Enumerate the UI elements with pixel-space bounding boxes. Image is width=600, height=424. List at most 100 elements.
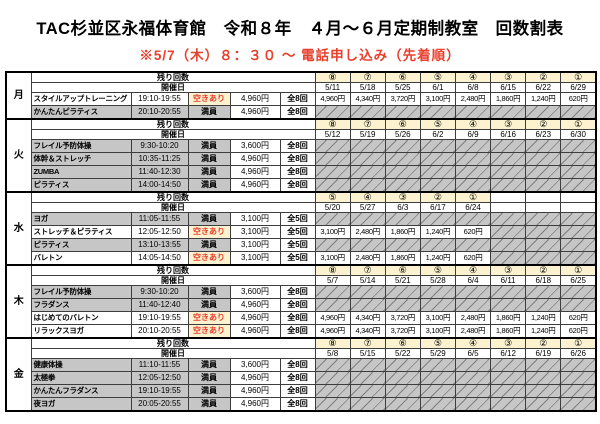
session-number-cell: ④ bbox=[454, 264, 492, 276]
remaining-price-cell: 3,100円 bbox=[314, 251, 351, 266]
sessions-cell: 全8回 bbox=[279, 152, 316, 166]
closed-cell bbox=[419, 285, 456, 299]
class-row: ピラティス 14:00-14:50 満員 4,960円 全8回 bbox=[6, 178, 597, 193]
session-number-cell: ③ bbox=[490, 71, 527, 83]
schedule-date-row: 開催日 5/11 5/18 5/25 6/1 6/8 6/15 6/22 6/29 bbox=[6, 82, 597, 93]
class-name-cell: ZUMBA bbox=[30, 165, 132, 179]
remaining-count-label: 残り回数 bbox=[30, 264, 316, 276]
session-number-cell: ④ bbox=[454, 337, 492, 349]
closed-cell bbox=[349, 178, 386, 193]
closed-cell bbox=[454, 285, 492, 299]
sessions-cell: 全8回 bbox=[279, 397, 316, 412]
status-cell: 満員 bbox=[187, 178, 231, 193]
remaining-count-row: 木残り回数 ⑧ ⑦ ⑥ ⑤ ④ ③ ② ① bbox=[5, 264, 597, 339]
session-number-cell bbox=[490, 191, 527, 203]
session-number-cell: ⑥ bbox=[384, 264, 421, 276]
closed-cell bbox=[314, 139, 351, 153]
closed-cell bbox=[349, 238, 386, 252]
remaining-count-label: 残り回数 bbox=[30, 118, 316, 130]
class-name-cell: 体幹＆ストレッチ bbox=[30, 152, 132, 166]
day-label: 月 bbox=[5, 71, 32, 120]
session-number-cell: ⑦ bbox=[349, 264, 386, 276]
closed-cell bbox=[384, 371, 421, 385]
closed-cell bbox=[490, 397, 527, 412]
class-row: リラックスヨガ 20:10-20:55 空きあり 4,960円 全8回 4,960円 4,3… bbox=[6, 324, 597, 339]
closed-cell bbox=[490, 212, 527, 226]
class-row: フラダンス 11:40-12:40 満員 4,960円 全8回 bbox=[6, 298, 597, 312]
class-name-cell: ピラティス bbox=[30, 238, 132, 252]
closed-cell bbox=[454, 178, 492, 193]
session-number-cell: ② bbox=[525, 337, 562, 349]
class-time-cell: 11:05-11:55 bbox=[130, 212, 189, 226]
status-cell: 満員 bbox=[187, 358, 231, 372]
price-cell: 4,960円 bbox=[229, 165, 281, 179]
session-number-cell: ⑦ bbox=[349, 337, 386, 349]
closed-cell bbox=[419, 397, 456, 412]
class-time-cell: 11:40-12:30 bbox=[130, 165, 189, 179]
class-name-cell: ピラティス bbox=[30, 178, 132, 193]
class-name-cell: 太極拳 bbox=[30, 371, 132, 385]
class-time-cell: 11:10-11:55 bbox=[130, 358, 189, 372]
closed-cell bbox=[314, 397, 351, 412]
session-number-cell: ⑧ bbox=[314, 118, 351, 130]
date-cell: 6/5 bbox=[454, 348, 492, 359]
remaining-price-cell: 1,860円 bbox=[384, 225, 421, 239]
date-cell bbox=[490, 202, 527, 213]
status-cell: 満員 bbox=[187, 371, 231, 385]
class-name-cell: はじめてのバレトン bbox=[30, 311, 132, 325]
remaining-price-cell: 1,240円 bbox=[525, 92, 562, 106]
date-cell: 6/19 bbox=[525, 348, 562, 359]
session-number-cell: ④ bbox=[349, 191, 386, 203]
sessions-cell: 全8回 bbox=[279, 384, 316, 398]
document-title: TAC杉並区永福体育館 令和８年 ４月～６月定期制教室 回数割表 bbox=[36, 20, 564, 38]
remaining-count-row: 火残り回数 ⑧ ⑦ ⑥ ⑤ ④ ③ ② ① bbox=[5, 118, 597, 193]
closed-cell bbox=[419, 212, 456, 226]
closed-cell bbox=[490, 178, 527, 193]
date-cell: 5/15 bbox=[349, 348, 386, 359]
closed-cell bbox=[560, 139, 597, 153]
sessions-cell: 全5回 bbox=[279, 238, 316, 252]
date-cell: 6/29 bbox=[560, 82, 597, 93]
remaining-price-cell: 4,960円 bbox=[314, 311, 351, 325]
schedule-date-row: 開催日 5/20 5/27 6/3 6/17 6/24 bbox=[6, 202, 597, 213]
closed-cell bbox=[525, 152, 562, 166]
date-cell: 6/17 bbox=[419, 202, 456, 213]
remaining-count-label: 残り回数 bbox=[30, 191, 316, 203]
date-cell: 6/1 bbox=[419, 82, 456, 93]
remaining-count-label: 残り回数 bbox=[30, 71, 316, 83]
class-time-cell: 19:10-19:55 bbox=[130, 92, 189, 106]
sessions-cell: 全8回 bbox=[279, 285, 316, 299]
closed-cell bbox=[560, 165, 597, 179]
closed-cell bbox=[384, 105, 421, 120]
closed-cell bbox=[419, 298, 456, 312]
date-cell: 5/25 bbox=[384, 82, 421, 93]
closed-cell bbox=[490, 105, 527, 120]
closed-cell bbox=[384, 285, 421, 299]
date-cell: 6/30 bbox=[560, 129, 597, 140]
class-row: 体幹＆ストレッチ 10:35-11:25 満員 4,960円 全8回 bbox=[6, 152, 597, 166]
closed-cell bbox=[419, 105, 456, 120]
price-cell: 3,600円 bbox=[229, 358, 281, 372]
class-time-cell: 9:30-10:20 bbox=[130, 285, 189, 299]
remaining-price-cell: 1,860円 bbox=[384, 251, 421, 266]
class-time-cell: 20:10-20:55 bbox=[130, 324, 189, 339]
price-cell: 4,960円 bbox=[229, 371, 281, 385]
date-cell: 5/21 bbox=[384, 275, 421, 286]
date-cell bbox=[560, 202, 597, 213]
closed-cell bbox=[384, 358, 421, 372]
class-name-cell: リラックスヨガ bbox=[30, 324, 132, 339]
remaining-price-cell: 1,240円 bbox=[525, 324, 562, 339]
closed-cell bbox=[560, 105, 597, 120]
closed-cell bbox=[490, 225, 527, 239]
session-number-cell: ⑥ bbox=[384, 71, 421, 83]
closed-cell bbox=[419, 358, 456, 372]
price-cell: 4,960円 bbox=[229, 178, 281, 193]
closed-cell bbox=[349, 212, 386, 226]
class-time-cell: 20:10-20:55 bbox=[130, 105, 189, 120]
sessions-cell: 全8回 bbox=[279, 358, 316, 372]
date-cell: 5/11 bbox=[314, 82, 351, 93]
day-label: 木 bbox=[5, 264, 32, 339]
day-label: 水 bbox=[5, 191, 32, 266]
session-number-cell: ① bbox=[560, 264, 597, 276]
date-cell: 6/24 bbox=[454, 202, 492, 213]
